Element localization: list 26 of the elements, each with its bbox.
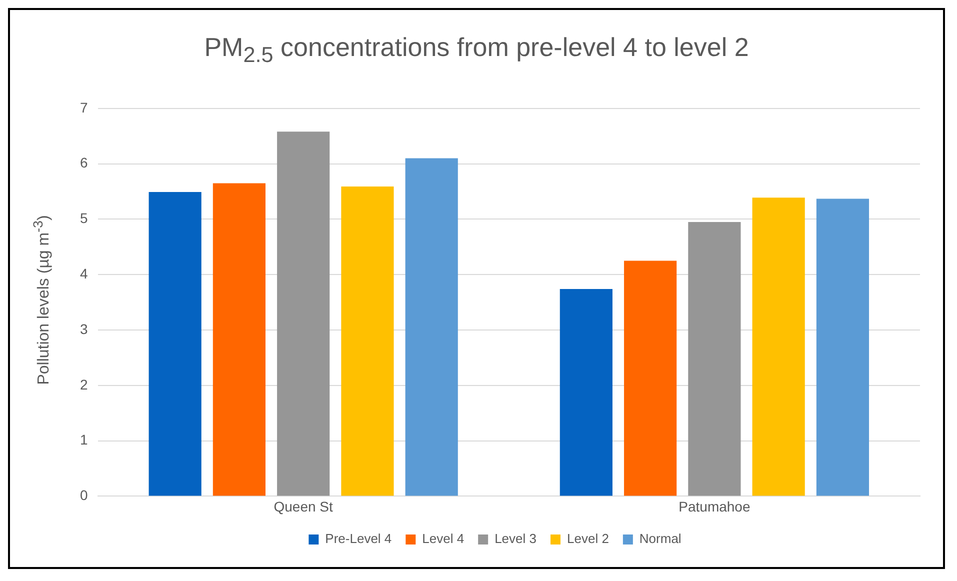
x-tick-label: Queen St [274,498,334,514]
y-tick-label: 1 [80,432,88,448]
bar [341,186,394,496]
bar [624,260,677,496]
bar [212,183,266,496]
bar [277,132,330,496]
y-tick-label: 5 [80,210,88,226]
legend-label: Normal [639,531,682,546]
bar [560,289,612,496]
legend-label: Level 3 [494,531,537,546]
chart-title: PM$_{2.5}$ concentrations from pre-level 4 to level 2 [203,32,750,68]
y-tick-label: 3 [80,320,88,337]
y-tick-label: 4 [80,265,88,282]
legend-label: Pre-Level 4 [325,531,392,546]
legend-label: Level 2 [567,531,609,546]
bar [148,192,202,496]
bar [816,198,870,496]
y-tick-label: 2 [80,376,88,392]
x-tick-label: Patumahoe [678,498,750,514]
legend-label: Level 4 [422,531,464,546]
y-tick-label: 7 [80,99,88,116]
bar [688,222,741,496]
y-tick-label: 0 [80,487,88,504]
bar [752,198,805,496]
y-tick-label: 6 [80,154,88,171]
bar [405,158,458,496]
